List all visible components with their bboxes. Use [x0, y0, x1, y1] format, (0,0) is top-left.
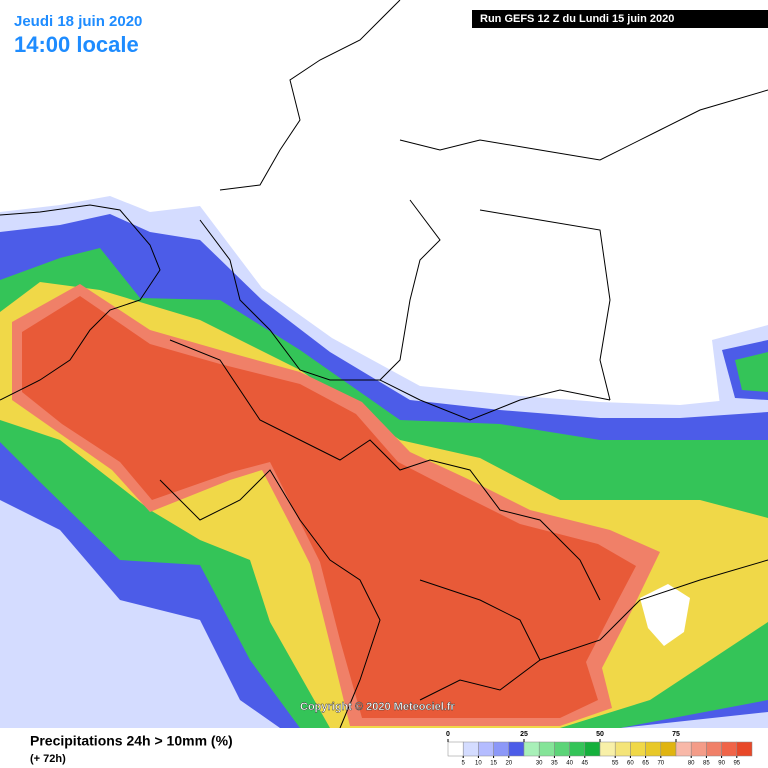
legend-cell	[599, 741, 616, 757]
country-border	[199, 219, 611, 421]
copyright: Copyright © 2020 Meteociel.fr	[300, 701, 456, 713]
precip-field	[0, 196, 768, 728]
caption-title: Precipitations 24h > 10mm (%)	[30, 733, 233, 749]
legend-minor-label: 95	[733, 761, 740, 767]
country-border	[379, 199, 441, 381]
legend-cell	[447, 741, 464, 757]
legend-minor-label: 30	[536, 761, 543, 767]
country-border	[169, 339, 601, 601]
coastline	[219, 0, 401, 191]
legend-cell	[508, 741, 525, 757]
legend-minor-label: 70	[657, 761, 664, 767]
legend-major-label: 50	[596, 731, 604, 738]
legend-cell	[462, 741, 479, 757]
legend-cell	[675, 741, 692, 757]
legend-cell	[706, 741, 722, 757]
legend-cell	[554, 741, 570, 757]
run-info: Run GEFS 12 Z du Lundi 15 juin 2020	[480, 13, 674, 25]
legend-cell	[630, 741, 646, 757]
legend-minor-label: 20	[505, 761, 512, 767]
country-border	[539, 559, 768, 661]
legend-cell	[493, 741, 510, 757]
forecast-date: Jeudi 18 juin 2020	[14, 13, 142, 30]
coastline	[399, 89, 768, 161]
legend-minor-label: 80	[688, 761, 695, 767]
coastline	[0, 204, 161, 401]
country-border	[159, 469, 381, 729]
legend-cell	[569, 741, 586, 757]
legend-minor-label: 5	[462, 761, 466, 767]
field-red	[22, 296, 636, 718]
legend-cell	[721, 741, 738, 757]
color-legend: 0 25 50 75 5 10 15 20 30 35 40 45 55 60 65 70 80 85 90 95	[446, 731, 753, 767]
legend-cell	[736, 741, 753, 757]
legend-major-label: 75	[672, 731, 680, 738]
legend-minor-label: 35	[551, 761, 558, 767]
legend-minor-label: 15	[490, 761, 497, 767]
borders	[0, 0, 768, 729]
legend-minor-label: 10	[475, 761, 482, 767]
legend-cell	[523, 741, 540, 757]
legend-minor-label: 85	[703, 761, 710, 767]
legend-cell	[690, 741, 707, 757]
country-border	[479, 209, 611, 401]
legend-minor-label: 65	[642, 761, 649, 767]
legend-minor-label: 45	[581, 761, 588, 767]
legend-minor-label: 60	[627, 761, 634, 767]
legend-cell	[478, 741, 494, 757]
run-banner	[472, 10, 768, 28]
legend-cell	[660, 741, 677, 757]
field-gap	[640, 584, 690, 646]
legend-minor-label: 55	[612, 761, 619, 767]
caption-lead: (+ 72h)	[30, 753, 66, 765]
legend-cell	[614, 741, 631, 757]
legend-cell	[645, 741, 662, 757]
forecast-time: 14:00 locale	[14, 32, 139, 57]
legend-minor-label: 90	[718, 761, 725, 767]
legend-major-label: 0	[446, 731, 450, 738]
field-green	[735, 352, 768, 392]
legend-minor-label: 40	[566, 761, 573, 767]
legend-major-label: 25	[520, 731, 528, 738]
legend-cell	[538, 741, 555, 757]
legend-cell	[584, 741, 601, 757]
